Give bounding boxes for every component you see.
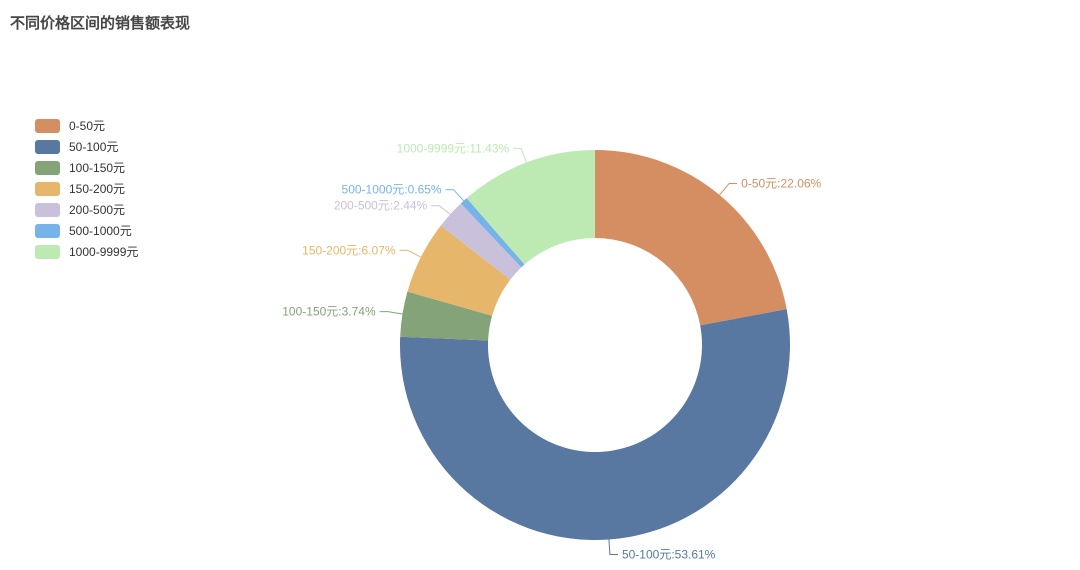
legend-label: 1000-9999元 [69, 245, 139, 259]
slice-label-100-150元: 100-150元:3.74% [282, 305, 376, 319]
slice-label-0-50元: 0-50元:22.06% [741, 176, 821, 190]
slice-label-1000-9999元: 1000-9999元:11.43% [397, 141, 510, 155]
slice-label-200-500元: 200-500元:2.44% [334, 199, 428, 213]
legend-label: 50-100元 [69, 140, 119, 154]
legend-label: 200-500元 [69, 203, 126, 217]
legend-item-1000-9999元[interactable]: 1000-9999元 [35, 245, 138, 259]
slice-label-500-1000元: 500-1000元:0.65% [342, 183, 442, 197]
legend-label: 0-50元 [69, 119, 106, 133]
legend-label: 100-150元 [69, 161, 126, 175]
pie-slice-1000-9999元[interactable] [466, 150, 595, 265]
slice-label-line [399, 249, 422, 258]
slice-label-line [379, 311, 403, 315]
pie-slice-100-150元[interactable] [400, 291, 493, 341]
slice-label-line [445, 189, 465, 202]
legend-swatch [35, 224, 60, 238]
pie-slice-150-200元[interactable] [407, 225, 511, 316]
legend-item-0-50元[interactable]: 0-50元 [35, 119, 138, 133]
pie-slice-0-50元[interactable] [595, 150, 787, 326]
slice-label-150-200元: 150-200元:6.07% [302, 243, 396, 257]
legend-label: 500-1000元 [69, 224, 132, 238]
slice-label-line [431, 205, 451, 215]
legend-item-150-200元[interactable]: 150-200元 [35, 182, 138, 196]
pie-slice-200-500元[interactable] [440, 203, 522, 280]
slice-label-line [513, 147, 527, 163]
slice-label-line [719, 182, 738, 196]
chart-legend: 0-50元 50-100元 100-150元 150-200元 200-500元 500-… [35, 119, 138, 259]
legend-swatch [35, 182, 60, 196]
legend-item-200-500元[interactable]: 200-500元 [35, 203, 138, 217]
chart-title: 不同价格区间的销售额表现 [10, 15, 191, 32]
legend-swatch [35, 161, 60, 175]
legend-item-100-150元[interactable]: 100-150元 [35, 161, 138, 175]
legend-swatch [35, 203, 60, 217]
slice-label-line [608, 539, 618, 555]
legend-swatch [35, 119, 60, 133]
legend-swatch [35, 245, 60, 259]
legend-swatch [35, 140, 60, 154]
slice-label-50-100元: 50-100元:53.61% [622, 547, 716, 561]
legend-item-500-1000元[interactable]: 500-1000元 [35, 224, 138, 238]
legend-item-50-100元[interactable]: 50-100元 [35, 140, 138, 154]
pie-slice-500-1000元[interactable] [460, 198, 525, 268]
legend-label: 150-200元 [69, 182, 126, 196]
pie-slice-50-100元[interactable] [399, 309, 790, 540]
